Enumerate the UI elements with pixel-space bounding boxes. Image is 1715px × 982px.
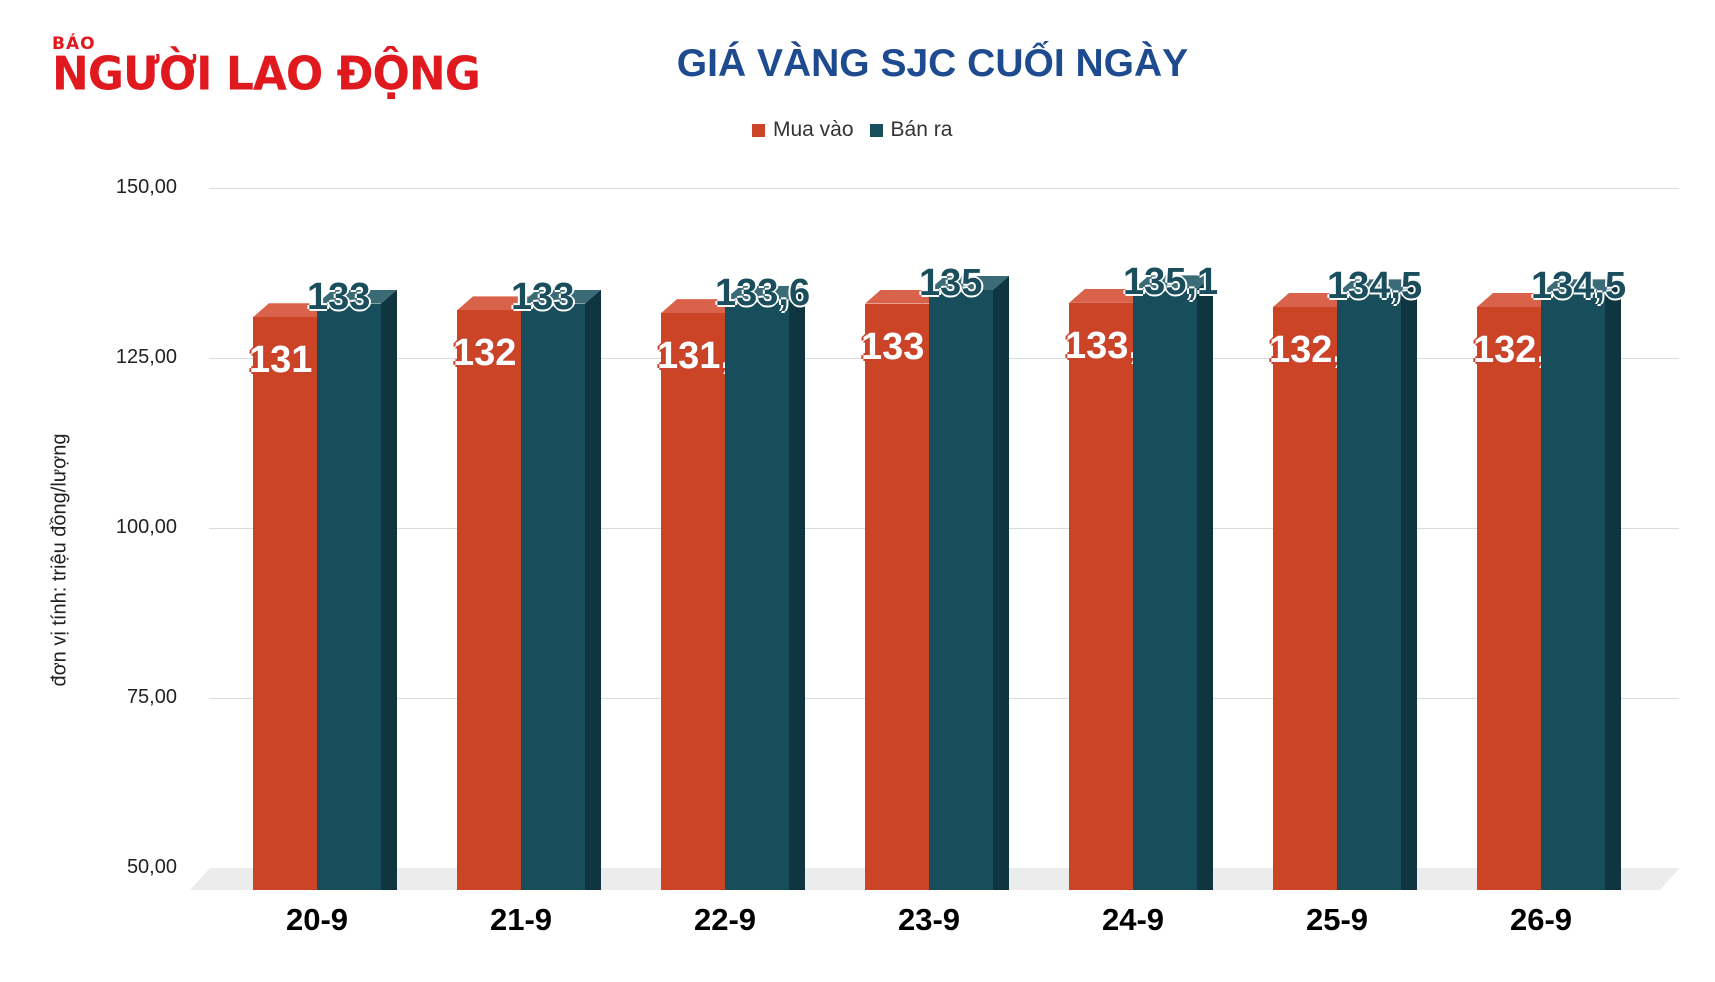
legend-swatch-sell [869,123,883,137]
bar-buy [1477,307,1541,890]
chart-legend: Mua vào Bán ra [752,118,952,142]
bar-buy [253,317,317,890]
bar-sell [521,289,601,890]
bar-buy [457,310,521,890]
y-tick-label: 100,00 [115,516,177,538]
chart-title: GIÁ VÀNG SJC CUỐI NGÀY [676,42,1189,85]
bar-sell [725,285,805,890]
y-axis-label: đơn vị tính: triệu đồng/lượng [48,433,71,687]
value-label-buy: 133 [861,325,925,368]
y-tick-label: 125,00 [115,346,177,368]
bar-sell [1133,275,1213,890]
value-label-sell: 134,5 [1327,265,1423,308]
value-label-buy: 132 [453,332,517,375]
gridline [209,188,1679,189]
value-label-sell: 133,6 [715,271,811,314]
x-tick-label: 23-9 [897,902,961,937]
bar-sell [929,276,1009,890]
bar-buy [1069,303,1133,890]
logo-big-text: NGƯỜI LAO ĐỘNG [52,47,481,102]
x-tick-label: 25-9 [1305,902,1369,937]
bar-buy [1273,307,1337,890]
logo-small-text: BÁO [52,34,96,54]
legend-item-buy: Mua vào [752,118,854,142]
legend-label-sell: Bán ra [890,118,953,141]
y-tick-label: 50,00 [126,856,177,878]
value-label-sell: 135 [919,262,983,304]
value-label-sell: 133 [307,275,371,318]
x-tick-label: 20-9 [285,902,349,937]
value-label-sell: 134,5 [1531,265,1627,308]
legend-item-sell: Bán ra [869,118,953,142]
bar-buy [865,304,929,890]
value-label-sell: 135,1 [1123,261,1219,304]
bar-sell [317,289,397,890]
bar-sell [1541,279,1621,890]
value-label-buy: 131 [249,339,313,382]
x-tick-label: 22-9 [693,902,757,937]
bar-sell [1337,279,1417,890]
legend-label-buy: Mua vào [773,118,854,141]
value-label-sell: 133 [511,275,575,318]
x-tick-label: 26-9 [1509,902,1573,937]
newspaper-logo: BÁO NGƯỜI LAO ĐỘNG [52,34,481,102]
legend-swatch-buy [752,123,765,137]
x-tick-label: 21-9 [489,902,553,937]
y-tick-label: 150,00 [115,176,177,198]
y-tick-label: 75,00 [126,686,177,708]
bar-buy [661,313,725,890]
x-tick-label: 24-9 [1101,902,1165,937]
